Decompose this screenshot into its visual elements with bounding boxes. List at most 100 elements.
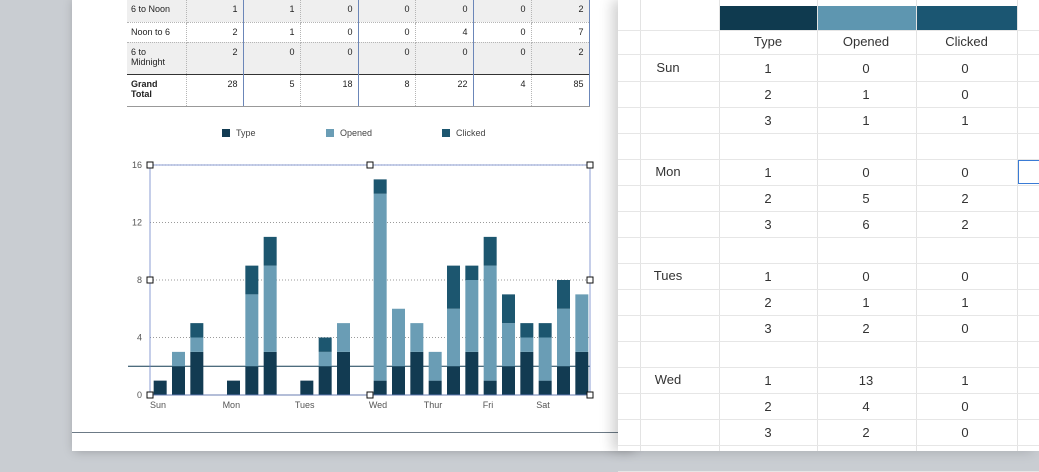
resize-handle[interactable] [586,391,594,399]
row-label: Noon to 6 [127,22,187,43]
table-cell: 5 [243,73,301,107]
stacked-bar-chart[interactable]: 0 4 8 12 16 Sun Mon Tues Wed Thur Fri Sat [120,155,600,410]
bar-segment-opened [520,337,534,352]
table-cell: 0 [473,0,532,23]
sheet-cell[interactable]: 3 [764,217,772,232]
sheet-cell[interactable]: 3 [764,425,772,440]
sheet-cell[interactable]: 1 [764,269,772,284]
sheet-cell[interactable]: 0 [961,87,969,102]
sheet-cell[interactable]: 1 [961,113,969,128]
x-tick-label: Wed [369,400,387,410]
column-gridline [640,0,641,451]
sheet-cell[interactable]: 4 [862,399,870,414]
table-cell: 2 [186,42,244,75]
table-cell: 0 [300,0,359,23]
row-label: Grand Total [127,73,187,107]
sheet-cell[interactable]: 2 [764,87,772,102]
table-cell: 0 [300,42,359,75]
sheet-cell[interactable]: 1 [961,295,969,310]
y-tick-label: 0 [137,390,142,400]
sheet-cell[interactable]: 5 [862,191,870,206]
row-gridline [618,445,1039,446]
legend-label-opened: Opened [340,128,373,138]
table-cell: 1 [243,0,301,23]
bar-segment-clicked [557,280,570,309]
spreadsheet-panel[interactable]: Type Opened Clicked Sun 1 0 0 2 1 0 3 1 1 Mon 1 0 0 2 5 2 3 6… [618,0,1039,472]
bar-segment-opened [465,280,479,352]
resize-handle[interactable] [586,161,594,169]
resize-handle[interactable] [146,391,154,399]
sheet-cell[interactable]: 2 [764,191,772,206]
sheet-cell[interactable]: 2 [862,425,870,440]
bar-segment-opened [318,351,332,367]
sheet-cell[interactable]: 1 [764,373,772,388]
x-tick-label: Tues [295,400,315,410]
column-gridline [719,0,720,451]
sheet-cell[interactable]: 2 [862,321,870,336]
bar-segment-type [227,380,240,395]
bar-segment-opened [337,323,350,352]
sheet-cell[interactable]: 0 [862,61,870,76]
sheet-cell[interactable]: 0 [862,165,870,180]
bar-segment-type [575,351,589,395]
table-cell: 1 [186,0,244,23]
resize-handle[interactable] [586,276,594,284]
sheet-cell[interactable]: 1 [764,165,772,180]
sheet-cell[interactable]: 3 [764,321,772,336]
sheet-cell[interactable]: 0 [961,165,969,180]
sheet-cell[interactable]: 0 [862,269,870,284]
column-gridline [916,0,917,451]
sheet-cell[interactable]: 0 [961,269,969,284]
table-cell: 28 [186,73,244,107]
sheet-cell[interactable]: 1 [764,61,772,76]
bar-segment-opened [373,193,387,381]
legend-label-clicked: Clicked [456,128,486,138]
sheet-cell[interactable]: 13 [858,373,874,388]
x-tick-label: Mon [223,400,241,410]
sheet-cell[interactable]: 0 [961,61,969,76]
table-cell: 0 [243,42,301,75]
sheet-cell[interactable]: 3 [764,113,772,128]
sheet-cell[interactable]: 1 [862,113,870,128]
bar-segment-type [373,380,387,395]
table-cell: 18 [300,73,359,107]
sheet-cell[interactable]: 0 [961,321,969,336]
legend-item-opened: Opened [326,128,372,138]
table-cell: 2 [186,22,244,43]
sheet-cell[interactable]: 2 [764,295,772,310]
bar-segment-opened [428,351,442,381]
row-gridline [618,289,1039,290]
sheet-cell[interactable]: 1 [862,295,870,310]
bar-segment-type [483,380,497,395]
bar-segment-type [557,366,570,395]
row-gridline [618,30,1039,31]
bar-segment-type [428,380,442,395]
sheet-cell[interactable]: 1 [961,373,969,388]
column-header[interactable]: Clicked [945,34,988,49]
sheet-cell[interactable]: 6 [862,217,870,232]
resize-handle[interactable] [146,161,154,169]
bar-segment-type [300,380,314,395]
sheet-cell[interactable]: 2 [764,399,772,414]
sheet-cell[interactable]: 0 [961,399,969,414]
resize-handle[interactable] [366,391,374,399]
grand-total-row: Grand Total 28 5 18 8 22 4 85 [127,73,590,107]
bar-segment-opened [447,308,460,367]
x-tick-label: Sun [150,400,166,410]
table-cell: 0 [415,42,474,75]
resize-handle[interactable] [146,276,154,284]
bar-segment-clicked [245,265,259,295]
sheet-cell[interactable]: 0 [961,425,969,440]
bar-segment-type [153,380,167,395]
legend-item-type: Type [222,128,256,138]
sheet-cell[interactable]: 2 [961,191,969,206]
column-header[interactable]: Opened [842,34,890,49]
column-header[interactable]: Type [753,34,783,49]
table-row: 6 to Midnight 2 0 0 0 0 0 2 [127,42,590,75]
selected-cell[interactable] [1018,160,1039,184]
sheet-cell[interactable]: 2 [961,217,969,232]
sheet-cell[interactable]: 1 [862,87,870,102]
resize-handle[interactable] [366,161,374,169]
row-gridline [618,54,1039,55]
